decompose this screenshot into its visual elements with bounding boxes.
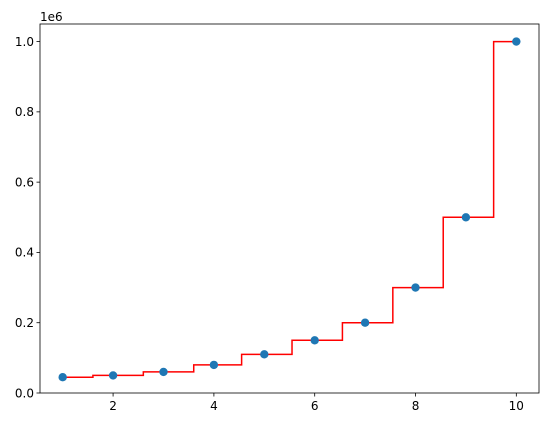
axes-frame [39, 23, 540, 394]
x-tick-label: 8 [412, 399, 420, 413]
data-point [360, 318, 370, 327]
y-tick-label: 0.6 [15, 175, 34, 189]
y-tick-label: 0.0 [15, 386, 34, 400]
plot-area [58, 37, 521, 382]
x-tick-label: 10 [509, 399, 524, 413]
data-point [108, 371, 118, 380]
x-tick-label: 4 [210, 399, 218, 413]
data-point [512, 37, 521, 46]
data-point [411, 283, 420, 292]
data-point [209, 360, 219, 370]
y-tick-label: 0.4 [15, 246, 34, 260]
data-point [159, 367, 168, 377]
axes: 2 4 6 8 10 0.0 0.2 0.4 0.6 0.8 1.0 [15, 23, 540, 413]
x-tick-label: 6 [311, 399, 319, 413]
y-tick-label: 1.0 [15, 35, 34, 49]
y-offset-label: 1e6 [40, 10, 63, 24]
y-tick-label: 0.8 [15, 105, 34, 119]
x-tick-label: 2 [109, 399, 117, 413]
data-point [310, 336, 319, 345]
data-point [260, 350, 269, 359]
y-tick-label: 0.2 [15, 316, 34, 330]
data-point [58, 372, 67, 382]
data-point [461, 213, 471, 222]
step-line-series [62, 40, 517, 378]
